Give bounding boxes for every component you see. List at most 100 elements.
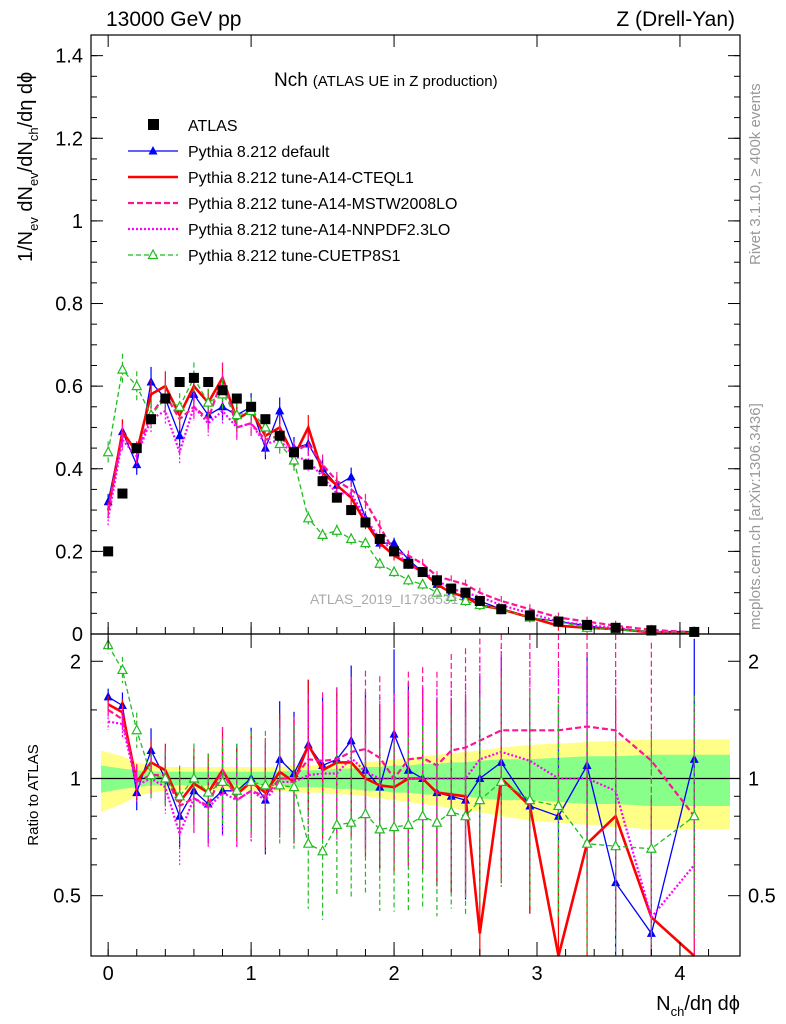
point-cuetp8s1 [460,594,472,606]
ratio-point-cuetp8s1 [245,775,257,786]
main-ytick-label: 1.4 [55,46,83,68]
atlas-point [610,622,621,633]
legend-marker [148,119,159,130]
legend-label: Pythia 8.212 tune-CUETP8S1 [188,248,401,265]
point-cuetp8s1 [445,590,457,601]
ratio-point-cuetp8s1 [331,818,343,829]
point-default [389,538,399,547]
point-cuetp8s1 [331,524,343,535]
ratio-point-cuetp8s1 [552,799,564,811]
point-cuetp8s1 [102,445,114,457]
ratio-ytick-label: 2 [70,651,81,673]
ratio-point-cuetp8s1 [417,809,429,821]
main-y-axis: 0 0.2 0.4 0.6 0.8 1 1.2 1.4 [55,35,740,646]
ylabel-part-3: dN [15,186,37,217]
atlas-point [203,377,214,388]
ratio-point-default [689,754,699,763]
xlabel-part-3: /dη dϕ [684,993,740,1015]
atlas-point [403,558,414,569]
ratio-ytick-label-right: 1 [748,768,759,790]
point-cuetp8s1 [274,437,286,449]
plot-subtitle: (ATLAS UE in Z production) [313,73,498,90]
band-inner [101,754,730,806]
ratio-line-cuetp8s1 [107,644,695,853]
ratio-point-cuetp8s1 [610,839,622,851]
ratio-line-cteql1 [107,703,696,957]
point-cuetp8s1 [388,565,400,577]
ylabel-part-1: 1/N [15,231,37,262]
atlas-point [417,567,428,578]
main-y-axis-label: 1/Nev dNev/dNch/dη dϕ [15,72,41,262]
ratio-line-nnpdf [108,720,696,920]
atlas-point [117,488,128,499]
atlas-point [689,626,700,637]
atlas-point [553,616,564,627]
atlas-point [331,492,342,503]
legend-entry-cteql1: Pythia 8.212 tune-A14-CTEQL1 [128,170,414,187]
ratio-line-default [107,696,695,935]
atlas-point [288,447,299,458]
ratio-point-cuetp8s1 [445,805,457,817]
ratio-point-cuetp8s1 [402,818,414,829]
ratio-point-cuetp8s1 [317,845,329,856]
point-cuetp8s1 [302,512,314,523]
point-cuetp8s1 [231,408,243,420]
xtick-label: 2 [388,963,399,985]
ratio-point-cuetp8s1 [202,786,214,797]
series-atlas [103,372,700,637]
point-cuetp8s1 [259,421,271,432]
ratio-point-cuetp8s1 [231,784,243,795]
ratio-y-axis-label: Ratio to ATLAS [25,744,42,845]
legend-entry-mstw: Pythia 8.212 tune-A14-MSTW2008LO [128,196,457,213]
ratio-point-cuetp8s1 [159,772,171,783]
point-cuetp8s1 [374,557,386,568]
plot-title: Nch (ATLAS UE in Z production) [274,70,498,91]
point-cuetp8s1 [116,363,128,374]
atlas-point [524,610,535,621]
xtick-label: 4 [674,963,685,985]
atlas-point [260,414,271,425]
ratio-point-cuetp8s1 [645,842,657,853]
atlas-point [496,604,507,615]
atlas-point [446,583,457,594]
ratio-point-cuetp8s1 [302,837,314,848]
main-ytick-label: 1 [72,211,83,233]
ratio-point-cuetp8s1 [345,816,357,827]
main-ytick-label: 0.8 [55,294,83,316]
xlabel-part-1: N [656,993,670,1015]
legend-entry-cuetp8s1: Pythia 8.212 tune-CUETP8S1 [128,248,401,265]
source-reference-label: mcplots.cern.ch [arXiv:1306.3436] [747,403,764,630]
xlabel-part-2: ch [671,1004,685,1019]
point-cuetp8s1 [417,578,429,589]
legend-entry-nnpdf: Pythia 8.212 tune-A14-NNPDF2.3LO [128,222,450,239]
ratio-ytick-label-right: 0.5 [748,886,776,908]
ratio-point-cuetp8s1 [116,663,128,675]
atlas-point [431,575,442,586]
atlas-point [146,414,157,425]
ratio-point-cuetp8s1 [274,779,286,790]
ratio-point-cuetp8s1 [145,768,157,780]
ratio-line-mstw [107,708,696,817]
atlas-point [246,401,257,412]
point-default [346,472,356,481]
header-process-label: Z (Drell-Yan) [616,8,735,31]
legend-label: Pythia 8.212 tune-A14-CTEQL1 [188,170,414,187]
atlas-point [346,505,357,516]
ratio-series-cuetp8s1 [102,636,700,956]
line-nnpdf [107,404,695,634]
point-cuetp8s1 [317,528,329,539]
xtick-label: 1 [246,963,257,985]
ylabel-part-5: /dN [15,141,37,172]
ratio-point-cuetp8s1 [495,775,507,786]
atlas-point [303,459,314,470]
ylabel-part-2: ev [26,217,41,231]
main-ytick-label: 1.2 [55,128,83,150]
point-cuetp8s1 [131,379,143,391]
legend-label: ATLAS [188,118,238,135]
atlas-point [317,476,328,487]
x-axis-label: Nch/dη dϕ [656,993,740,1019]
atlas-point [231,393,242,404]
ratio-point-cuetp8s1 [174,790,186,801]
ratio-point-cuetp8s1 [217,775,229,786]
